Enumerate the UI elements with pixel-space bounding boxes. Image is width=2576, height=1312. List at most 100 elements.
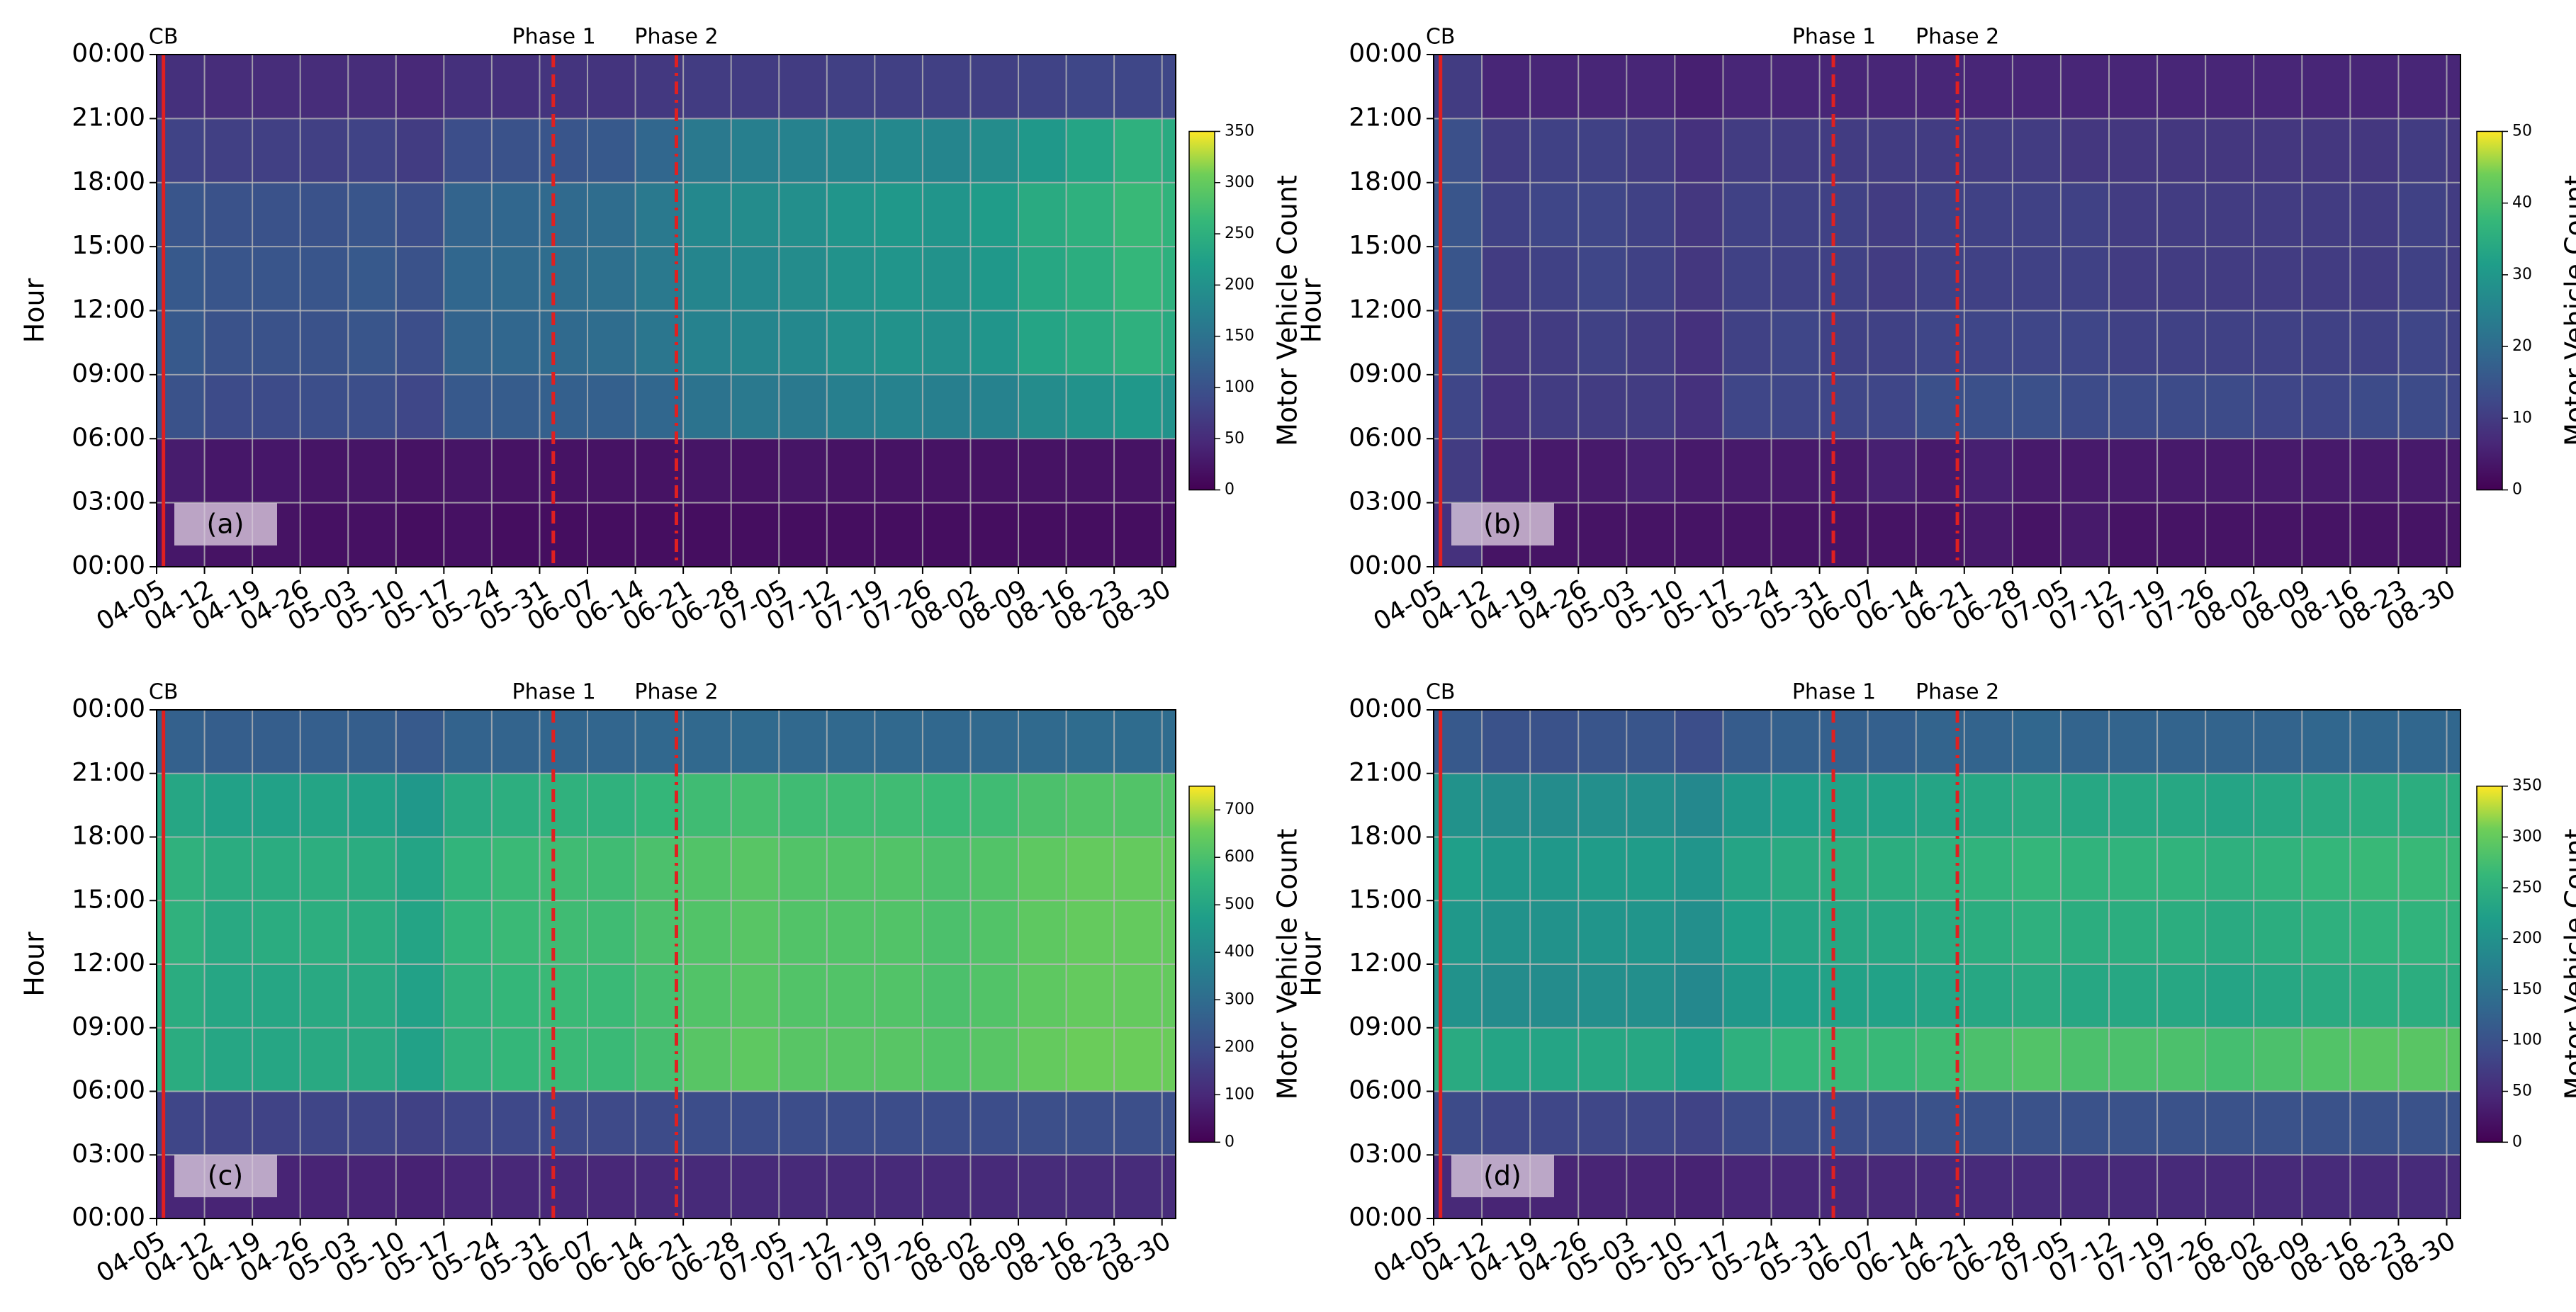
y-tick-label: 09:00	[1349, 359, 1422, 388]
heat-cell	[2157, 710, 2206, 774]
heat-cell	[2157, 773, 2206, 837]
heat-cell	[1723, 182, 1772, 247]
colorbar-tick-label: 150	[1225, 327, 1254, 345]
heat-cell	[1482, 1027, 1531, 1092]
heat-cell	[874, 502, 923, 567]
heat-cell	[779, 439, 828, 504]
heat-cell	[731, 439, 780, 504]
heat-cell	[2109, 773, 2158, 837]
heat-cell	[2012, 247, 2062, 311]
heat-cell	[1162, 502, 1176, 567]
event-label: Phase 2	[634, 680, 718, 705]
heat-cell	[1867, 773, 1917, 837]
heat-cell	[826, 55, 875, 119]
heat-cell	[970, 502, 1019, 567]
heat-cell	[2350, 247, 2399, 311]
heat-cell	[348, 310, 397, 375]
heat-cell	[1964, 900, 2013, 965]
heat-cell	[683, 374, 732, 439]
colorbar-label: Motor Vehicle Count	[2560, 829, 2576, 1100]
heat-cell	[922, 439, 971, 504]
heat-cell	[1162, 964, 1176, 1029]
heat-cell	[2350, 710, 2399, 774]
heat-cell	[1162, 837, 1176, 901]
heat-cell	[2254, 247, 2302, 311]
heat-cell	[300, 247, 349, 311]
heat-cell	[2398, 502, 2448, 567]
heat-cell	[1066, 900, 1115, 965]
heat-cell	[1771, 1155, 1821, 1219]
heat-cell	[204, 1091, 253, 1155]
heat-cell	[731, 710, 780, 774]
heat-cell	[252, 182, 301, 247]
heat-cell	[683, 773, 732, 837]
heat-cell	[1867, 118, 1917, 183]
heat-cell	[1482, 837, 1531, 901]
heat-cell	[1162, 900, 1176, 965]
heat-cell	[826, 710, 875, 774]
heat-cell	[1482, 310, 1531, 375]
heat-cell	[683, 247, 732, 311]
heat-cell	[1018, 900, 1067, 965]
panel-label: (d)	[1483, 1160, 1522, 1192]
colorbar-tick-label: 200	[1225, 276, 1254, 293]
heat-cell	[2254, 310, 2302, 375]
heat-cell	[1626, 1027, 1675, 1092]
heat-cell	[1771, 1091, 1821, 1155]
heat-cell	[1066, 710, 1115, 774]
heat-cell	[1530, 374, 1579, 439]
heat-cell	[348, 1091, 397, 1155]
heat-cell	[1723, 1027, 1772, 1092]
panel-label-box	[174, 503, 277, 545]
heat-cell	[779, 964, 828, 1029]
heat-cell	[444, 118, 493, 183]
plot-frame	[156, 709, 1176, 1219]
y-tick-label: 15:00	[72, 231, 145, 260]
heat-cell	[2398, 837, 2448, 901]
heat-cell	[1530, 1027, 1579, 1092]
heat-cell	[1771, 502, 1821, 567]
heat-cell	[1114, 710, 1163, 774]
heat-cell	[731, 964, 780, 1029]
heat-cell	[922, 310, 971, 375]
heat-cell	[2012, 900, 2062, 965]
heat-cell	[1114, 182, 1163, 247]
heat-cell	[2205, 247, 2254, 311]
heat-cell	[779, 118, 828, 183]
heat-cell	[395, 502, 444, 567]
heat-cell	[444, 55, 493, 119]
panel-label: (a)	[207, 509, 244, 540]
colorbar-tick-label: 0	[2512, 481, 2522, 499]
heat-cell	[1578, 247, 1627, 311]
heat-cell	[539, 1155, 588, 1219]
heat-cell	[779, 1027, 828, 1092]
heat-cell	[970, 900, 1019, 965]
heat-cell	[2302, 964, 2351, 1029]
heat-cell	[348, 837, 397, 901]
heat-cell	[2254, 1155, 2302, 1219]
y-tick-label: 06:00	[1349, 423, 1422, 452]
heat-cell	[683, 439, 732, 504]
heat-cell	[1018, 502, 1067, 567]
heat-cell	[491, 710, 540, 774]
heat-cell	[2012, 502, 2062, 567]
heat-cell	[1819, 837, 1869, 901]
heat-cell	[1867, 310, 1917, 375]
heat-cell	[2157, 374, 2206, 439]
plot-frame	[156, 54, 1176, 567]
heat-cell	[348, 1027, 397, 1092]
heat-cell	[204, 1027, 253, 1092]
heat-cell	[1530, 310, 1579, 375]
colorbar-tick-label: 0	[1225, 481, 1234, 499]
heat-cell	[826, 502, 875, 567]
heat-cell	[587, 182, 636, 247]
heat-cell	[300, 710, 349, 774]
heat-cell	[1626, 1155, 1675, 1219]
heat-cell	[2302, 247, 2351, 311]
heat-cell	[587, 1091, 636, 1155]
heat-cell	[348, 55, 397, 119]
heat-cell	[874, 964, 923, 1029]
heat-cell	[2254, 118, 2302, 183]
heat-cell	[826, 900, 875, 965]
heat-cell	[2350, 502, 2399, 567]
